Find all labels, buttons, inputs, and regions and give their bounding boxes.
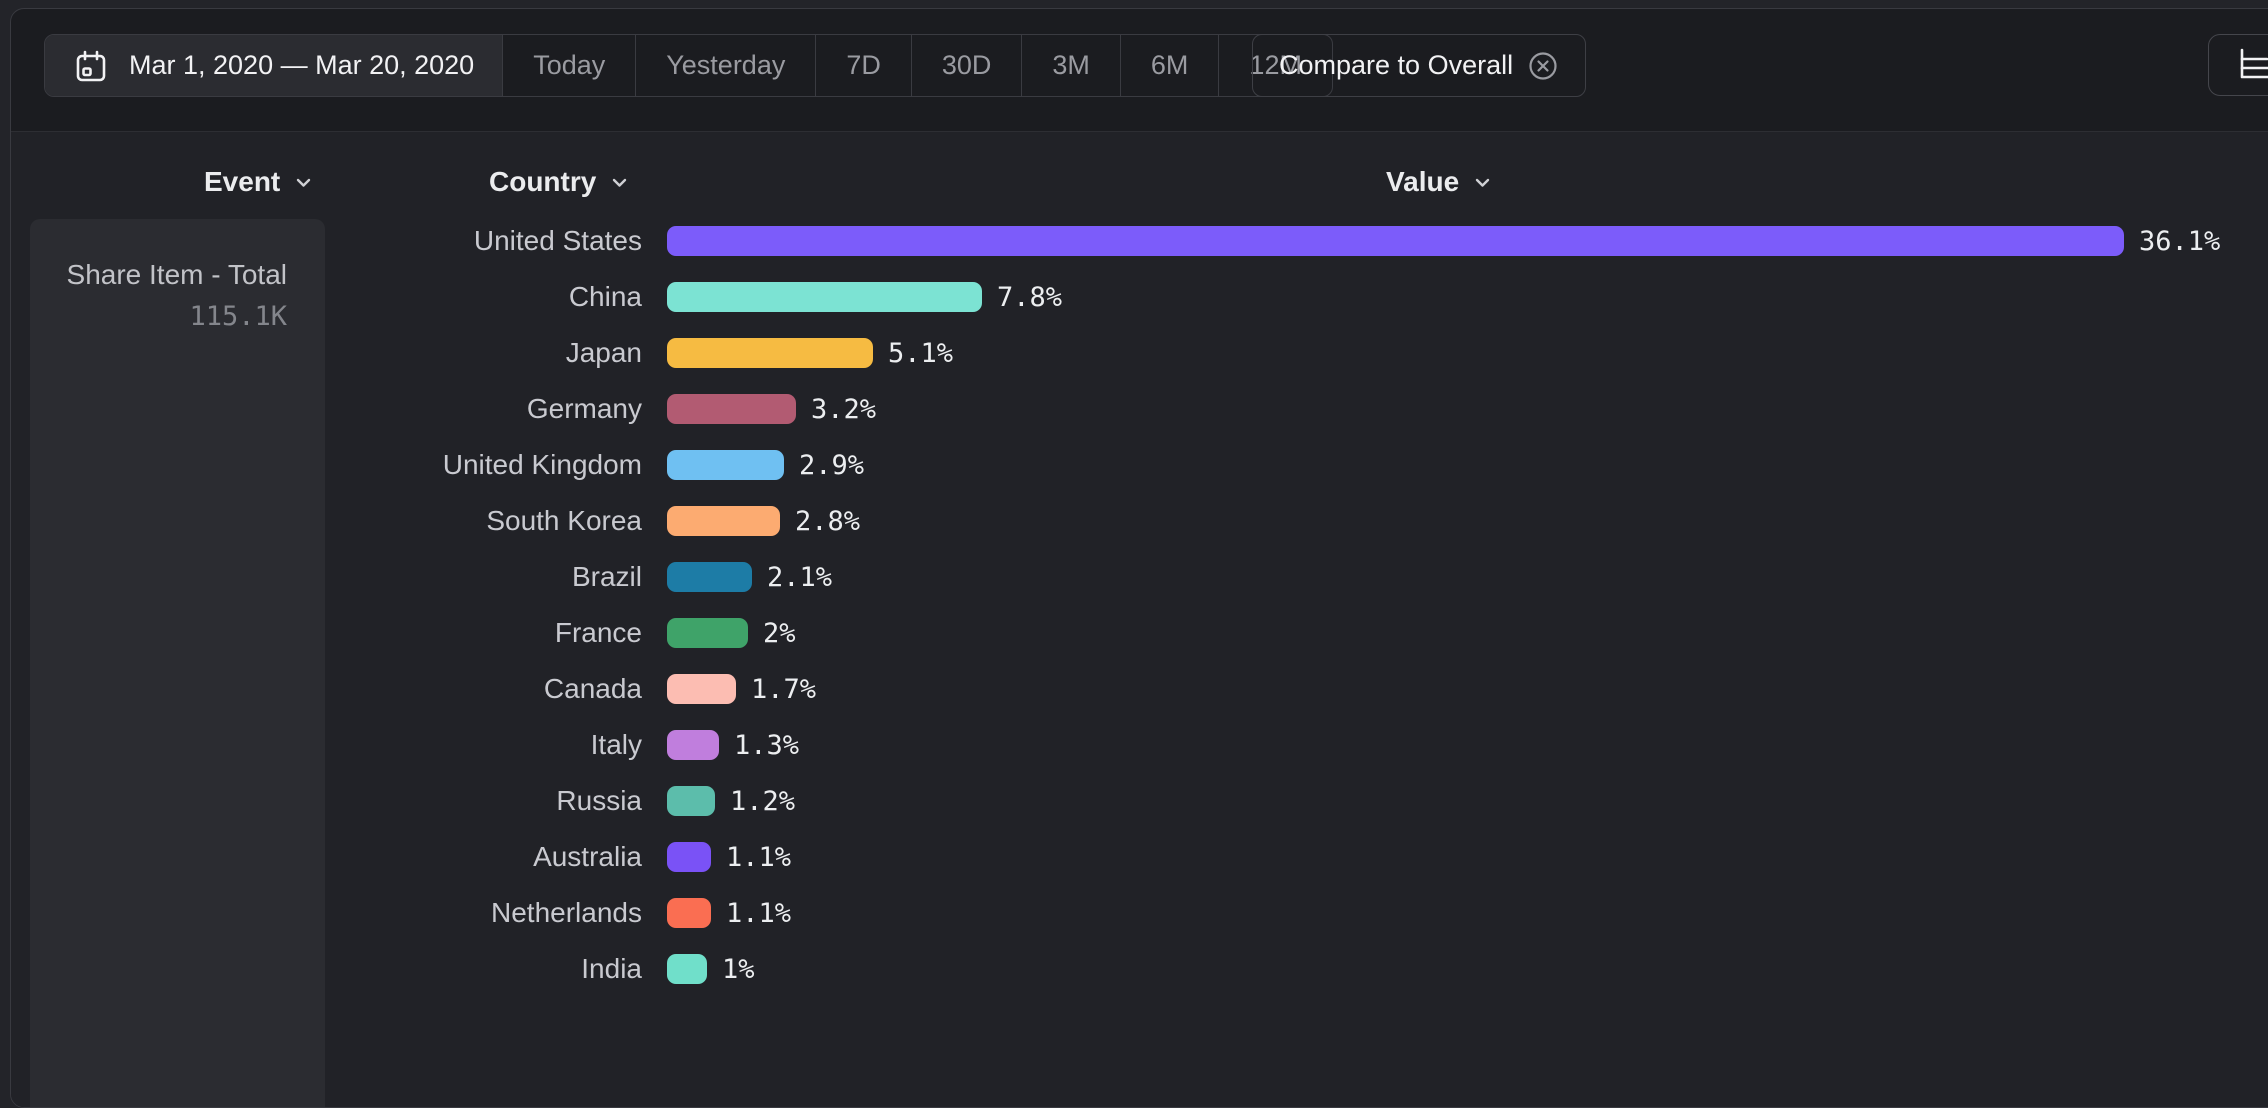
- chevron-down-icon: [610, 173, 629, 192]
- value-percent-label: 1.1%: [726, 897, 792, 929]
- preset-6m[interactable]: 6M: [1119, 35, 1219, 96]
- chevron-down-icon: [1473, 173, 1492, 192]
- country-label: Japan: [565, 337, 642, 368]
- value-bar[interactable]: [667, 562, 752, 592]
- value-bar[interactable]: [667, 898, 711, 928]
- value-bar[interactable]: [667, 954, 707, 984]
- value-bar[interactable]: [667, 282, 982, 312]
- table-row-australia: Australia 1.1%: [11, 829, 2268, 885]
- date-range-button[interactable]: Mar 1, 2020 — Mar 20, 2020: [45, 35, 503, 96]
- country-label: China: [568, 281, 642, 312]
- preset-yesterday[interactable]: Yesterday: [635, 35, 815, 96]
- bar-rows: United States 36.1% China 7.8% Japan 5.1% Germ…: [11, 213, 2268, 997]
- table-row-japan: Japan 5.1%: [11, 325, 2268, 381]
- value-bar[interactable]: [667, 338, 873, 368]
- value-percent-label: 5.1%: [888, 337, 954, 369]
- toolbar: Mar 1, 2020 — Mar 20, 2020 Today Yesterda…: [11, 9, 2268, 131]
- value-column-header[interactable]: Value: [1386, 166, 1492, 198]
- value-percent-label: 2%: [763, 617, 796, 649]
- country-column-header[interactable]: Country: [489, 166, 629, 198]
- breakdown-table: Event Country Value Share Item - Total 1…: [11, 131, 2268, 1107]
- chevron-down-icon: [294, 173, 313, 192]
- value-percent-label: 7.8%: [997, 281, 1063, 313]
- date-range-label: Mar 1, 2020 — Mar 20, 2020: [129, 50, 475, 80]
- table-row-italy: Italy 1.3%: [11, 717, 2268, 773]
- horizontal-bar-chart-icon: [2237, 46, 2268, 84]
- compare-to-overall-button[interactable]: Compare to Overall: [1252, 34, 1587, 97]
- value-bar[interactable]: [667, 226, 2124, 256]
- preset-today[interactable]: Today: [502, 35, 635, 96]
- value-percent-label: 1.7%: [751, 673, 817, 705]
- country-label: Italy: [590, 729, 642, 760]
- table-row-netherlands: Netherlands 1.1%: [11, 885, 2268, 941]
- table-row-china: China 7.8%: [11, 269, 2268, 325]
- value-bar[interactable]: [667, 674, 736, 704]
- event-header-label: Event: [204, 166, 281, 197]
- compare-label: Compare to Overall: [1279, 50, 1514, 80]
- value-percent-label: 2.9%: [799, 449, 865, 481]
- country-label: United States: [473, 225, 642, 256]
- country-label: France: [554, 617, 642, 648]
- country-label: South Korea: [486, 505, 642, 536]
- table-row-south-korea: South Korea 2.8%: [11, 493, 2268, 549]
- value-bar[interactable]: [667, 506, 780, 536]
- event-column-header[interactable]: Event: [204, 166, 313, 198]
- value-percent-label: 1%: [722, 953, 755, 985]
- event-list-item[interactable]: Share Item - Total 115.1K: [30, 219, 325, 339]
- country-label: Canada: [543, 673, 642, 704]
- event-panel: Share Item - Total 115.1K: [30, 219, 325, 1107]
- country-label: United Kingdom: [442, 449, 642, 480]
- table-row-india: India 1%: [11, 941, 2268, 997]
- country-label: Brazil: [571, 561, 642, 592]
- value-bar[interactable]: [667, 842, 711, 872]
- event-name: Share Item - Total: [66, 259, 287, 290]
- country-label: Germany: [526, 393, 642, 424]
- preset-7d[interactable]: 7D: [815, 35, 911, 96]
- date-range-group: Mar 1, 2020 — Mar 20, 2020 Today Yesterda…: [44, 34, 1333, 97]
- value-bar[interactable]: [667, 786, 715, 816]
- value-percent-label: 2.8%: [795, 505, 861, 537]
- value-bar[interactable]: [667, 394, 796, 424]
- value-percent-label: 36.1%: [2139, 225, 2221, 257]
- country-header-label: Country: [489, 166, 597, 197]
- country-label: Netherlands: [491, 897, 642, 928]
- value-bar[interactable]: [667, 450, 784, 480]
- preset-12m[interactable]: 12M: [1218, 35, 1332, 96]
- value-bar[interactable]: [667, 730, 719, 760]
- table-row-france: France 2%: [11, 605, 2268, 661]
- value-percent-label: 1.2%: [730, 785, 796, 817]
- value-percent-label: 1.1%: [726, 841, 792, 873]
- table-row-brazil: Brazil 2.1%: [11, 549, 2268, 605]
- value-header-label: Value: [1386, 166, 1460, 197]
- preset-30d[interactable]: 30D: [910, 35, 1022, 96]
- value-percent-label: 2.1%: [767, 561, 833, 593]
- table-row-germany: Germany 3.2%: [11, 381, 2268, 437]
- country-label: India: [581, 953, 642, 984]
- table-row-russia: Russia 1.2%: [11, 773, 2268, 829]
- table-row-united-kingdom: United Kingdom 2.9%: [11, 437, 2268, 493]
- table-row-united-states: United States 36.1%: [11, 213, 2268, 269]
- report-card: Mar 1, 2020 — Mar 20, 2020 Today Yesterda…: [10, 8, 2268, 1108]
- event-total: 115.1K: [189, 301, 287, 332]
- value-bar[interactable]: [667, 618, 748, 648]
- value-percent-label: 3.2%: [811, 393, 877, 425]
- remove-compare-icon[interactable]: [1527, 50, 1559, 82]
- preset-3m[interactable]: 3M: [1021, 35, 1120, 96]
- chart-type-button[interactable]: [2208, 34, 2268, 96]
- table-row-canada: Canada 1.7%: [11, 661, 2268, 717]
- value-percent-label: 1.3%: [734, 729, 800, 761]
- country-label: Australia: [533, 841, 642, 872]
- calendar-icon: [73, 48, 109, 84]
- country-label: Russia: [556, 785, 642, 816]
